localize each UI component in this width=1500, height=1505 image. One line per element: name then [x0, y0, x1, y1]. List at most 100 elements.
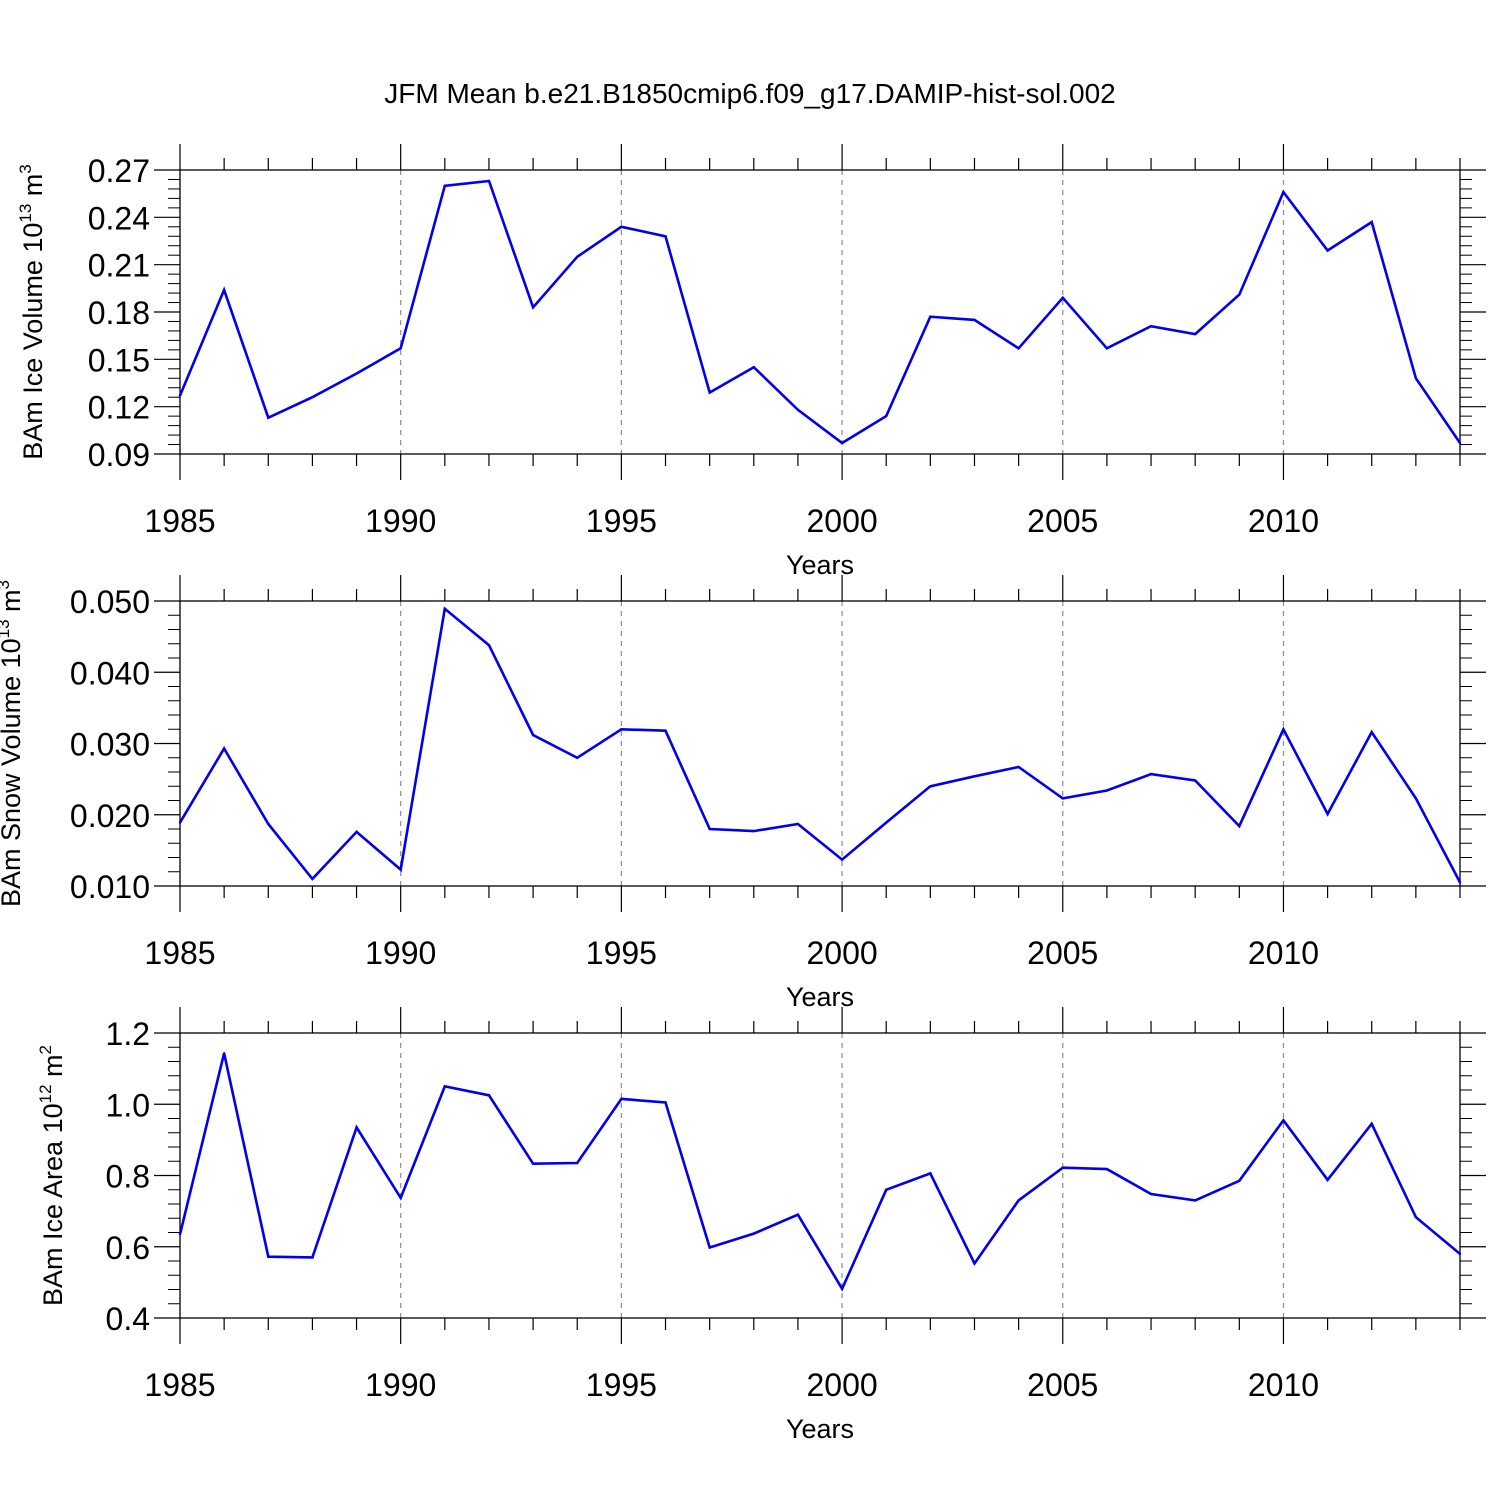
data-point — [355, 372, 358, 375]
data-point — [399, 347, 402, 350]
data-point — [222, 1052, 226, 1055]
data-point — [708, 827, 711, 831]
x-tick-label: 1985 — [144, 935, 215, 971]
y-tick-label: 0.040 — [70, 655, 150, 691]
x-tick-label: 2000 — [806, 503, 877, 539]
data-point — [1414, 1215, 1418, 1219]
x-tick-label: 2000 — [806, 1367, 877, 1403]
data-point — [664, 235, 667, 238]
series-line-ice-area — [178, 1052, 1461, 1292]
data-point — [576, 255, 579, 258]
data-point — [885, 414, 888, 418]
data-point — [840, 858, 844, 861]
y-tick-label: 0.09 — [88, 437, 150, 473]
data-point — [885, 821, 888, 824]
data-point — [1017, 765, 1020, 769]
y-tick-label: 1.0 — [106, 1087, 150, 1123]
data-point — [1105, 789, 1109, 792]
data-point — [1193, 779, 1197, 782]
data-point — [1061, 797, 1064, 800]
y-tick-label: 0.050 — [70, 584, 150, 620]
x-axis-label: Years — [786, 550, 854, 580]
data-point — [399, 868, 402, 871]
y-tick-label: 0.18 — [88, 295, 150, 331]
data-point — [1326, 249, 1329, 252]
x-tick-label: 1995 — [586, 503, 657, 539]
data-point — [1017, 1199, 1020, 1202]
data-point — [222, 288, 226, 292]
data-point — [1061, 1166, 1064, 1169]
data-point — [973, 318, 976, 322]
y-axis-label: BAm Ice Volume 1013 m3 — [16, 164, 48, 460]
data-point — [443, 607, 447, 611]
data-point — [178, 821, 182, 824]
data-point — [620, 1097, 623, 1101]
data-point — [1149, 1192, 1153, 1196]
data-point — [267, 1255, 270, 1258]
series-line-snow-volume — [178, 606, 1462, 884]
data-point — [178, 1233, 182, 1236]
data-point — [664, 1101, 667, 1104]
data-point — [1370, 220, 1373, 224]
x-tick-label: 1990 — [365, 1367, 436, 1403]
data-point — [1326, 1178, 1329, 1181]
x-tick-label: 1990 — [365, 503, 436, 539]
y-axis-label: BAm Ice Area 1012 m2 — [36, 1045, 68, 1306]
x-tick-label: 2005 — [1027, 1367, 1098, 1403]
data-point — [973, 1262, 976, 1265]
data-point — [311, 1256, 314, 1259]
y-tick-label: 0.030 — [70, 727, 150, 763]
y-tick-label: 0.6 — [106, 1230, 150, 1266]
data-point — [796, 408, 800, 412]
data-point — [1017, 347, 1020, 350]
data-point — [355, 1126, 358, 1129]
data-point — [1105, 347, 1109, 350]
data-point — [487, 643, 491, 647]
data-point — [1061, 296, 1064, 299]
data-point — [531, 306, 535, 309]
x-tick-label: 2010 — [1248, 1367, 1319, 1403]
data-point — [840, 1287, 844, 1290]
data-point — [664, 729, 667, 732]
data-point — [929, 785, 932, 788]
data-point — [1326, 812, 1329, 816]
y-tick-label: 0.21 — [88, 248, 150, 284]
x-tick-label: 1990 — [365, 935, 436, 971]
data-point — [222, 747, 226, 750]
x-tick-label: 1995 — [586, 1367, 657, 1403]
panel-ice-area: 0.4 0.6 0.8 1.0 1.2 1985 1990 1995 2000 2005 2010 Y… — [36, 1007, 1486, 1444]
data-point — [1414, 377, 1418, 380]
data-point — [399, 1196, 402, 1200]
y-tick-label: 0.15 — [88, 342, 150, 378]
data-point — [752, 366, 755, 369]
data-point — [1149, 772, 1153, 776]
y-axis-label: BAm Snow Volume 1013 m3 — [0, 580, 26, 907]
data-point — [1149, 325, 1153, 328]
data-point — [620, 225, 623, 228]
data-point — [885, 1188, 888, 1191]
data-point — [1458, 881, 1462, 884]
y-tick-label: 0.12 — [88, 390, 150, 426]
data-point — [929, 315, 932, 318]
y-tick-label: 0.8 — [106, 1159, 150, 1195]
data-point — [929, 1172, 932, 1175]
plot-frame — [179, 1032, 1461, 1319]
x-tick-label: 2010 — [1248, 935, 1319, 971]
x-tick-label: 1995 — [586, 935, 657, 971]
x-tick-label: 2005 — [1027, 935, 1098, 971]
data-point — [708, 391, 711, 394]
data-point — [178, 394, 182, 397]
data-point — [531, 733, 535, 737]
y-tick-label: 0.4 — [106, 1301, 150, 1337]
data-point — [1282, 728, 1285, 731]
data-point — [796, 1213, 800, 1216]
y-tick-label: 0.27 — [88, 153, 150, 189]
data-point — [311, 877, 314, 881]
data-point — [1282, 1119, 1285, 1122]
data-point — [1458, 441, 1462, 445]
data-point — [576, 1161, 579, 1165]
data-point — [752, 1232, 755, 1235]
data-point — [1370, 1122, 1373, 1126]
